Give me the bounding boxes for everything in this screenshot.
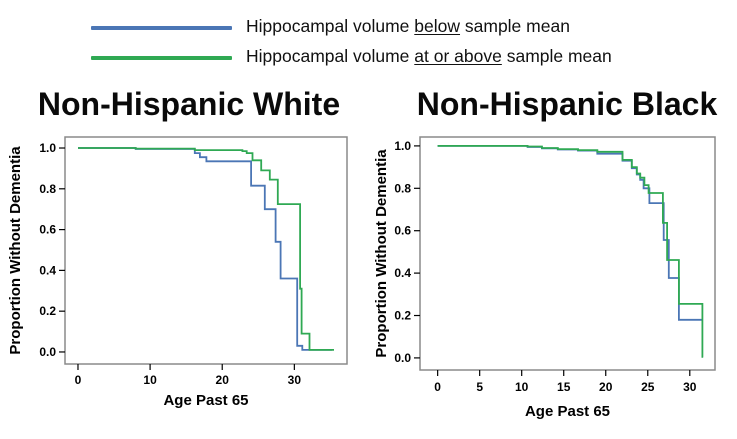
series-line-above	[78, 147, 334, 351]
y-tick-label: 0.6	[394, 224, 411, 238]
y-tick-label: 0.0	[394, 351, 411, 365]
y-tick-label: 0.8	[39, 182, 56, 196]
y-axis-label: Proportion Without Dementia	[7, 146, 24, 355]
legend-line-above-icon	[91, 56, 232, 60]
series-line-below	[78, 147, 332, 351]
x-tick-label: 25	[641, 380, 655, 394]
series-line-above	[437, 145, 704, 358]
y-tick-label: 0.8	[394, 181, 411, 195]
chart-title-black: Non-Hispanic Black	[416, 86, 718, 122]
survival-chart-white: 0 10 20 30 0.0 0.2 0.4 0.6 0.8 1.0 Age Past 65 Prop…	[7, 136, 348, 409]
y-tick-label: 1.0	[394, 139, 411, 153]
x-axis-label: Age Past 65	[163, 392, 248, 409]
x-tick-label: 10	[515, 380, 529, 394]
y-tick-label: 0.2	[394, 309, 411, 323]
legend-text-prefix: Hippocampal volume	[246, 16, 415, 36]
x-tick-label: 20	[216, 373, 230, 387]
legend-item-above: Hippocampal volume at or above sample me…	[0, 44, 737, 74]
x-tick-label: 30	[683, 380, 697, 394]
legend-text-suffix: sample mean	[501, 46, 612, 66]
y-tick-label: 0.0	[39, 345, 56, 359]
x-tick-label: 0	[434, 380, 441, 394]
x-tick-label: 0	[75, 373, 82, 387]
y-tick-label: 1.0	[39, 141, 56, 155]
legend-line-below-icon	[91, 26, 232, 30]
y-tick-label: 0.4	[39, 263, 56, 277]
survival-chart-black: 0 5 10 15 20 25 30 0.0 0.2 0.4 0.6 0.8 1.0 Age Past 6…	[373, 136, 716, 420]
legend-item-below: Hippocampal volume below sample mean	[0, 14, 737, 44]
chart-title-white: Non-Hispanic White	[37, 86, 341, 122]
x-tick-label: 30	[288, 373, 302, 387]
x-tick-label: 10	[143, 373, 157, 387]
plot-frame	[419, 136, 716, 371]
y-tick-label: 0.6	[39, 223, 56, 237]
x-tick-label: 20	[599, 380, 613, 394]
y-tick-label: 0.2	[39, 304, 56, 318]
y-tick-label: 0.4	[394, 266, 411, 280]
plot-frame	[64, 136, 348, 365]
legend-text-underlined: at or above	[414, 46, 502, 66]
legend-text-underlined: below	[414, 16, 461, 36]
x-tick-label: 5	[476, 380, 483, 394]
y-axis-label: Proportion Without Dementia	[373, 149, 390, 358]
legend-label-below: Hippocampal volume below sample mean	[246, 16, 570, 37]
legend-label-above: Hippocampal volume at or above sample me…	[246, 46, 612, 67]
x-tick-label: 15	[557, 380, 571, 394]
legend-text-suffix: sample mean	[460, 16, 570, 36]
legend-text-prefix: Hippocampal volume	[246, 46, 415, 66]
legend: Hippocampal volume below sample mean Hip…	[0, 0, 737, 84]
x-axis-label: Age Past 65	[525, 403, 610, 420]
